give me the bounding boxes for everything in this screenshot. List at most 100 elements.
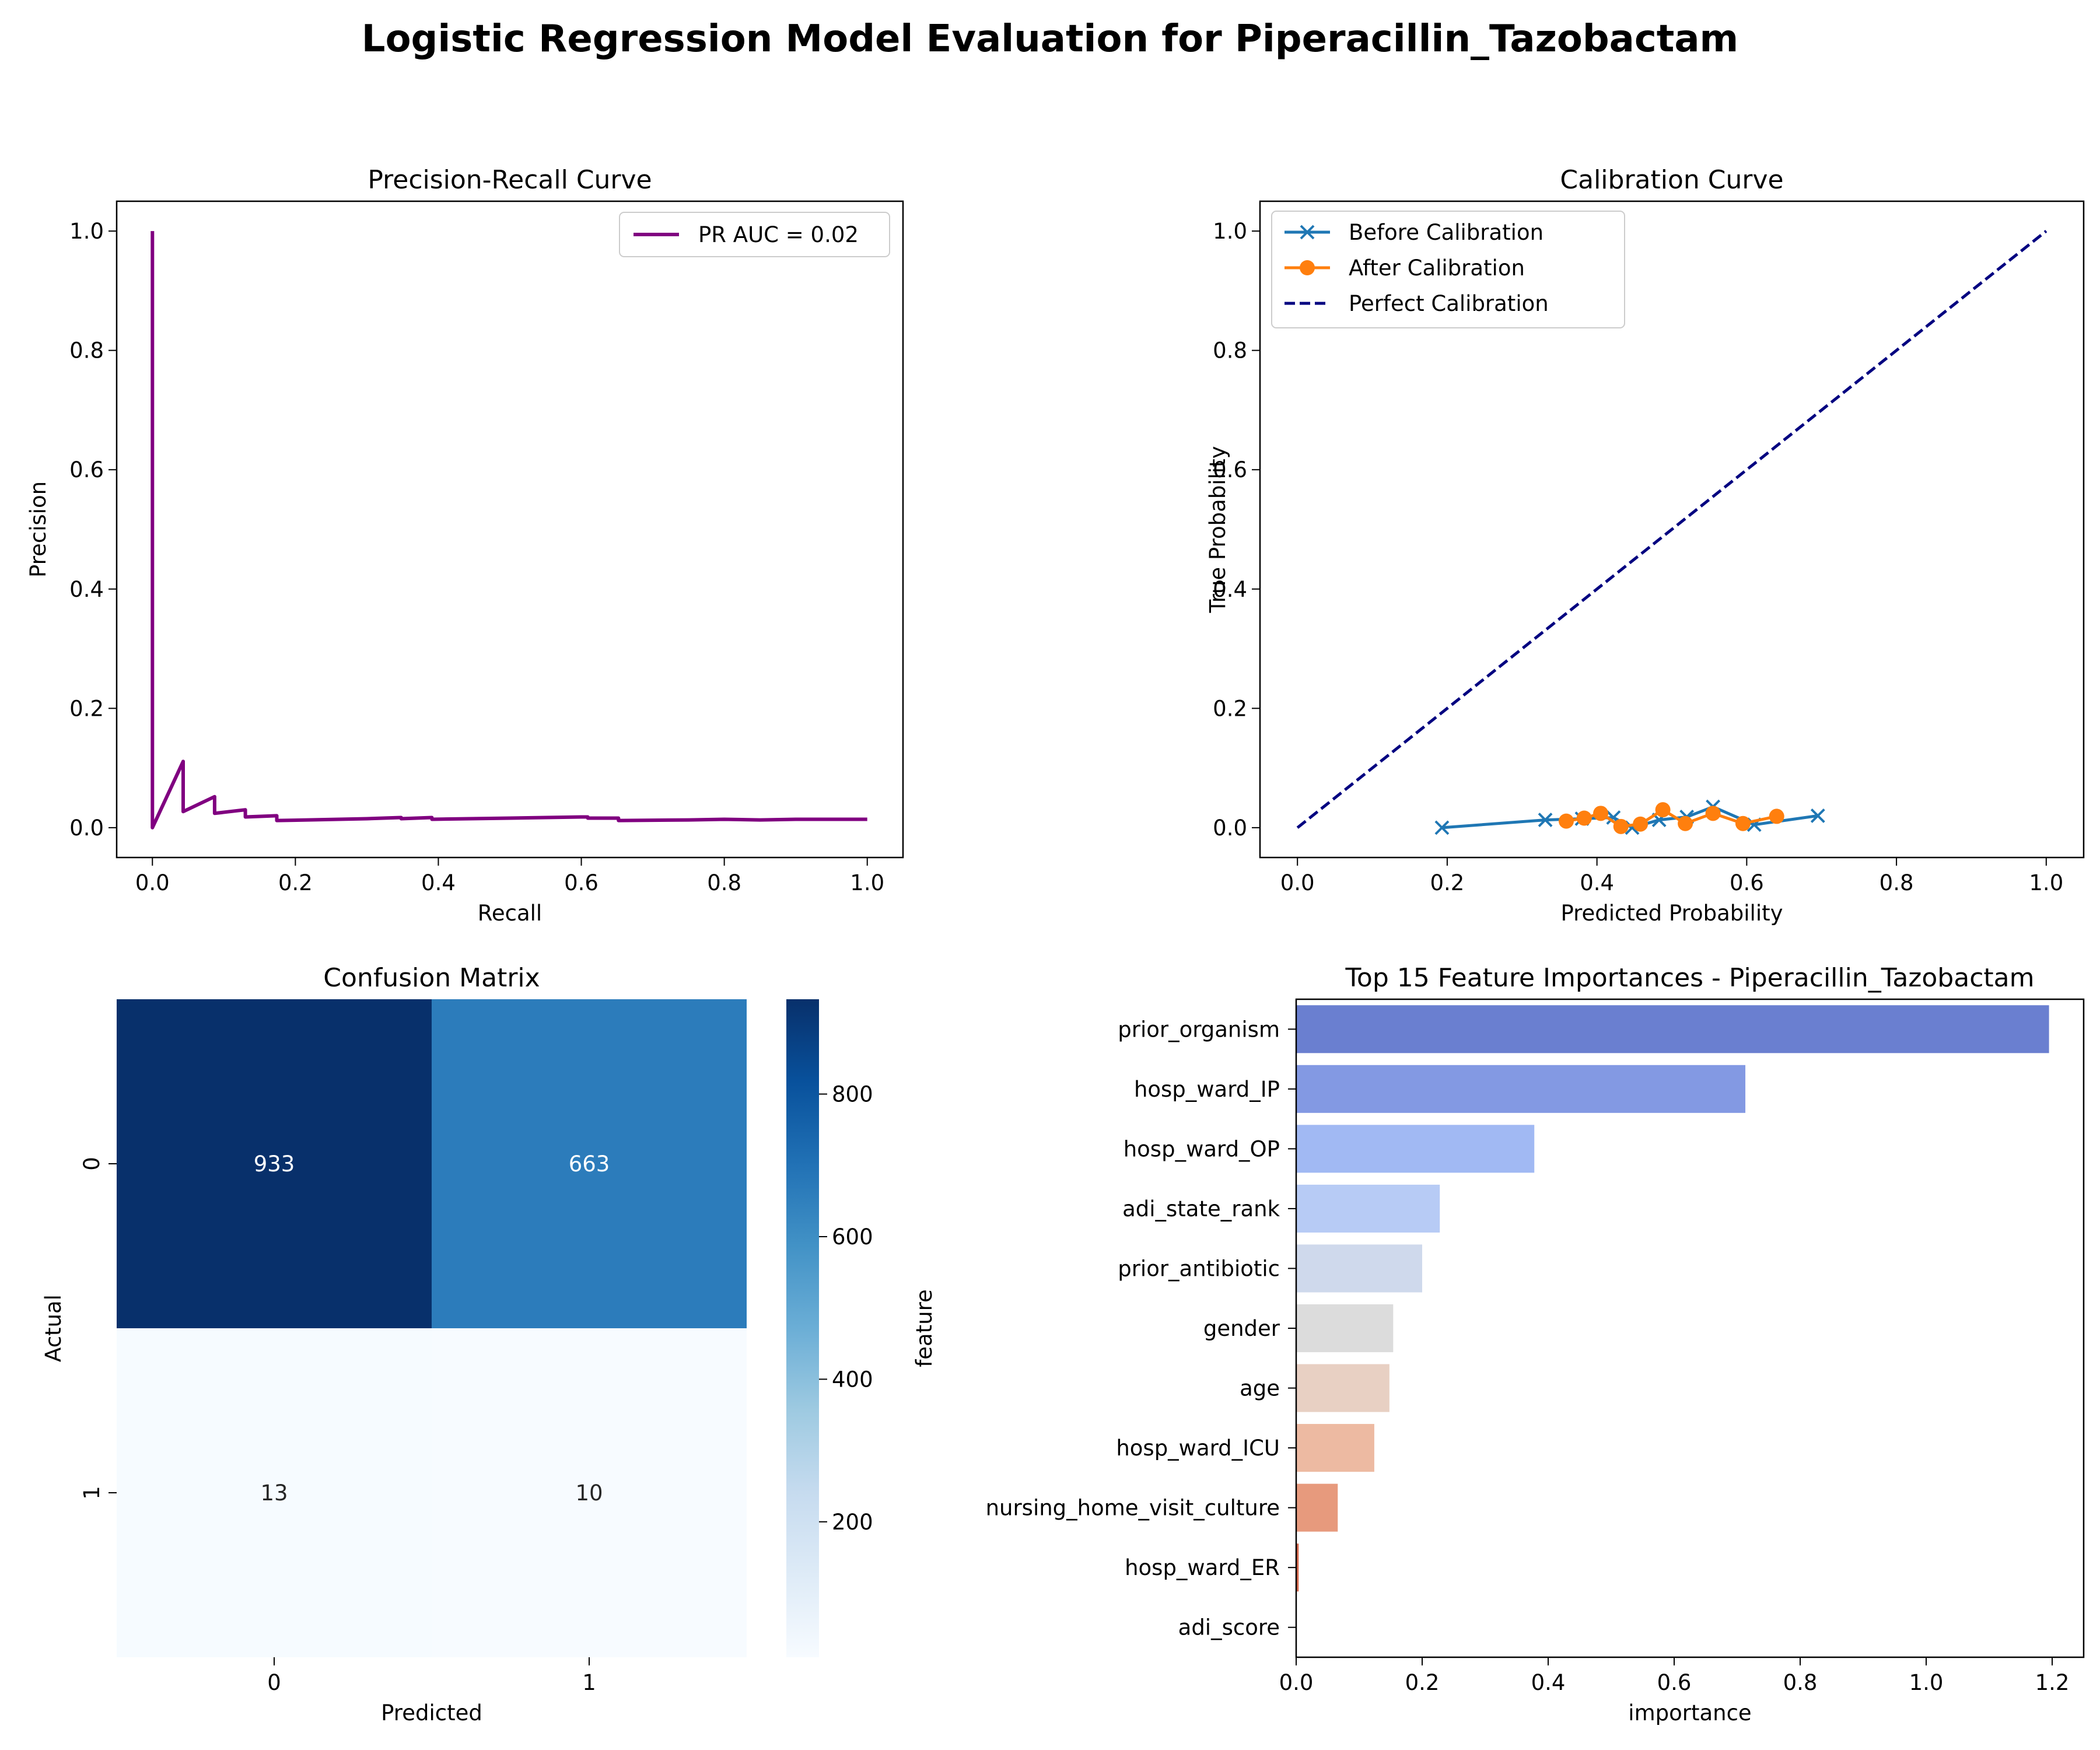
feature-label: age bbox=[1240, 1376, 1280, 1401]
x-tick-label: 0.4 bbox=[1531, 1670, 1566, 1695]
plot-frame bbox=[116, 200, 904, 859]
feature-label: hosp_ward_OP bbox=[1124, 1136, 1280, 1161]
after-calibration-line bbox=[1566, 808, 1777, 828]
feature-label: nursing_home_visit_culture bbox=[986, 1496, 1280, 1521]
x-tick-label: 0.2 bbox=[1430, 870, 1464, 895]
x-tick-label: 0.0 bbox=[1280, 870, 1315, 895]
panel-title: Precision-Recall Curve bbox=[368, 165, 652, 195]
feature-label: prior_organism bbox=[1118, 1017, 1280, 1042]
importance-bar bbox=[1296, 1364, 1390, 1412]
y-axis-label: feature bbox=[912, 1289, 937, 1367]
after-calibration-marker bbox=[1769, 808, 1784, 824]
after-calibration-marker bbox=[1559, 813, 1574, 829]
legend-label: Perfect Calibration bbox=[1349, 291, 1549, 316]
y-tick-label: 0.0 bbox=[1213, 816, 1247, 841]
y-tick-label: 1 bbox=[79, 1486, 104, 1500]
legend-marker-x bbox=[1300, 225, 1315, 240]
importance-bar bbox=[1296, 1544, 1299, 1592]
after-calibration-marker bbox=[1705, 806, 1721, 821]
legend-label: Before Calibration bbox=[1349, 220, 1544, 245]
after-calibration-marker bbox=[1735, 816, 1751, 831]
x-axis-label: Predicted bbox=[381, 1700, 482, 1726]
y-tick-label: 0.8 bbox=[1213, 338, 1247, 363]
x-tick-label: 0.2 bbox=[278, 870, 313, 895]
x-axis-label: Predicted Probability bbox=[1560, 901, 1783, 926]
x-tick-label: 0.4 bbox=[421, 870, 456, 895]
colorbar-tick-label: 800 bbox=[832, 1082, 873, 1107]
feature-label: gender bbox=[1203, 1316, 1280, 1341]
heatmap-cell-value: 933 bbox=[254, 1152, 295, 1177]
legend-label: After Calibration bbox=[1349, 256, 1525, 281]
x-tick-label: 0 bbox=[267, 1670, 281, 1695]
importance-bar bbox=[1296, 1483, 1338, 1532]
panel-title: Confusion Matrix bbox=[323, 963, 540, 993]
y-tick-label: 0.6 bbox=[69, 457, 104, 482]
feature-label: hosp_ward_ICU bbox=[1116, 1436, 1280, 1461]
feature-label: hosp_ward_IP bbox=[1134, 1077, 1280, 1102]
importance-bar bbox=[1296, 1424, 1374, 1472]
heatmap-cell bbox=[432, 999, 747, 1328]
importance-bar bbox=[1296, 1065, 1746, 1113]
heatmap-cell bbox=[432, 1328, 747, 1657]
plot-frame bbox=[1295, 998, 2085, 1658]
y-tick-label: 0.8 bbox=[69, 338, 104, 363]
feature-label: adi_state_rank bbox=[1122, 1196, 1280, 1222]
after-calibration-marker bbox=[1678, 816, 1693, 831]
y-tick-label: 0.2 bbox=[1213, 696, 1247, 721]
x-tick-label: 0.6 bbox=[564, 870, 598, 895]
x-tick-label: 0.2 bbox=[1405, 1670, 1440, 1695]
x-tick-label: 0.0 bbox=[135, 870, 170, 895]
x-tick-label: 0.6 bbox=[1730, 870, 1764, 895]
x-tick-label: 1.0 bbox=[1909, 1670, 1944, 1695]
plot-frame bbox=[1259, 200, 2085, 859]
legend-box bbox=[1271, 211, 1625, 328]
after-calibration-marker bbox=[1593, 806, 1609, 821]
importance-bar bbox=[1296, 1244, 1422, 1293]
heatmap-cell-value: 10 bbox=[575, 1480, 603, 1506]
x-tick-label: 1.2 bbox=[2035, 1670, 2070, 1695]
heatmap-cell-value: 13 bbox=[260, 1480, 288, 1506]
x-axis-label: importance bbox=[1628, 1700, 1751, 1726]
y-tick-label: 1.0 bbox=[69, 219, 104, 244]
x-tick-label: 1 bbox=[582, 1670, 596, 1695]
colorbar-tick-label: 600 bbox=[832, 1224, 873, 1250]
figure-title: Logistic Regression Model Evaluation for… bbox=[362, 18, 1738, 61]
x-tick-label: 1.0 bbox=[850, 870, 884, 895]
before-calibration-marker bbox=[1434, 820, 1450, 835]
y-axis-label: Precision bbox=[26, 481, 51, 578]
feature-label: hosp_ward_ER bbox=[1125, 1555, 1280, 1580]
legend-marker-circle bbox=[1300, 260, 1315, 275]
y-tick-label: 0.6 bbox=[1213, 457, 1247, 482]
importance-bar bbox=[1296, 1005, 2049, 1054]
feature-label: adi_score bbox=[1178, 1615, 1280, 1640]
x-tick-label: 1.0 bbox=[2029, 870, 2063, 895]
after-calibration-marker bbox=[1633, 816, 1648, 832]
y-tick-label: 0.0 bbox=[69, 816, 104, 841]
legend-label: PR AUC = 0.02 bbox=[698, 222, 859, 247]
after-calibration-marker bbox=[1655, 802, 1671, 818]
colorbar-tick-label: 400 bbox=[832, 1367, 873, 1392]
heatmap-cell bbox=[117, 999, 432, 1328]
y-axis-label: Actual bbox=[41, 1294, 66, 1362]
importance-bar bbox=[1296, 1304, 1394, 1353]
x-tick-label: 0.0 bbox=[1279, 1670, 1314, 1695]
x-tick-label: 0.4 bbox=[1580, 870, 1614, 895]
panel-title: Calibration Curve bbox=[1560, 165, 1783, 195]
calibration-panel: 0.0 0.2 0.4 0.6 0.8 1.0 0.0 0.2 0.4 0.6 0.8 1.0 Cali… bbox=[1205, 165, 2085, 926]
y-tick-label: 1.0 bbox=[1213, 219, 1247, 244]
importance-bar bbox=[1296, 1184, 1440, 1233]
x-axis-label: Recall bbox=[478, 901, 542, 926]
feature-label: prior_antibiotic bbox=[1118, 1256, 1280, 1281]
x-tick-label: 0.8 bbox=[1880, 870, 1914, 895]
x-tick-label: 0.8 bbox=[707, 870, 741, 895]
x-tick-label: 0.6 bbox=[1657, 1670, 1692, 1695]
colorbar bbox=[786, 999, 819, 1657]
colorbar-tick-label: 200 bbox=[832, 1510, 873, 1535]
precision-recall-panel: 0.0 0.2 0.4 0.6 0.8 1.0 0.0 0.2 0.4 0.6 0.8 1.0 Prec… bbox=[26, 165, 904, 926]
before-calibration-marker bbox=[1810, 808, 1825, 823]
x-tick-label: 0.8 bbox=[1783, 1670, 1818, 1695]
pr-curve-line bbox=[150, 231, 867, 830]
importance-bar bbox=[1296, 1125, 1535, 1173]
